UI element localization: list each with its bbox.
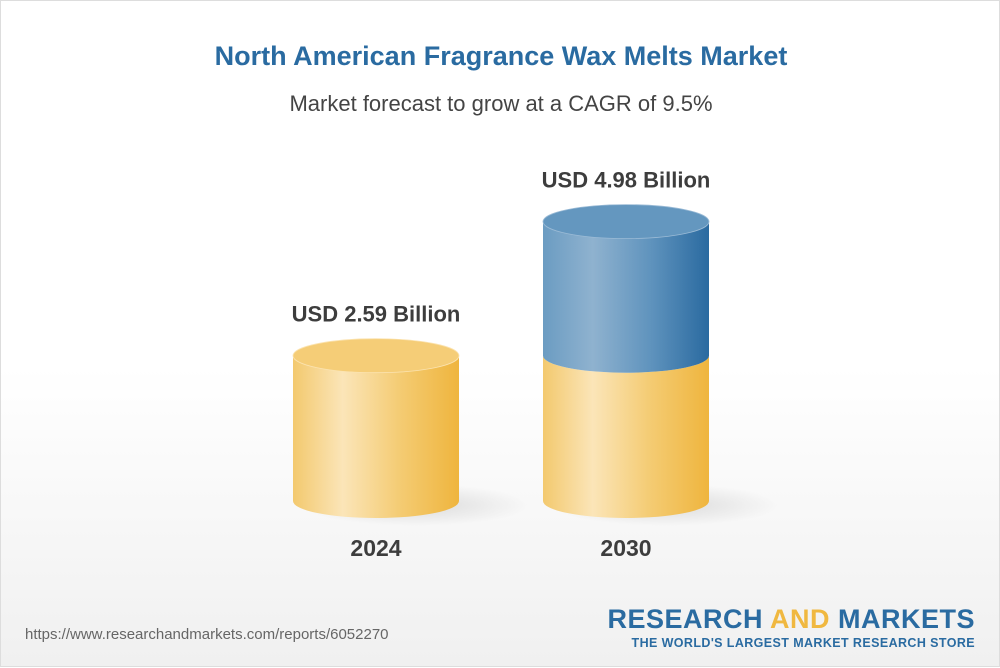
logo-tagline: THE WORLD'S LARGEST MARKET RESEARCH STOR… — [631, 636, 975, 650]
logo-text: RESEARCH — [607, 604, 770, 634]
category-label: 2030 — [600, 535, 651, 561]
source-url[interactable]: https://www.researchandmarkets.com/repor… — [25, 626, 389, 643]
research-and-markets-logo: RESEARCH AND MARKETS THE WORLD'S LARGEST… — [607, 604, 975, 650]
category-label: 2024 — [350, 535, 401, 561]
data-label: USD 2.59 Billion — [292, 302, 461, 327]
bar-2024 — [293, 355, 459, 518]
logo-text: MARKETS — [830, 604, 975, 634]
chart-title: North American Fragrance Wax Melts Marke… — [214, 41, 788, 71]
bar-growth-segment-2030 — [543, 221, 709, 373]
bar-base-segment-2030 — [543, 355, 709, 518]
chart-subtitle: Market forecast to grow at a CAGR of 9.5… — [289, 91, 713, 116]
bar-top-2030 — [542, 204, 710, 240]
logo-text-and: AND — [770, 604, 830, 634]
bar-top-2024 — [292, 338, 460, 374]
data-label: USD 4.98 Billion — [542, 168, 711, 193]
